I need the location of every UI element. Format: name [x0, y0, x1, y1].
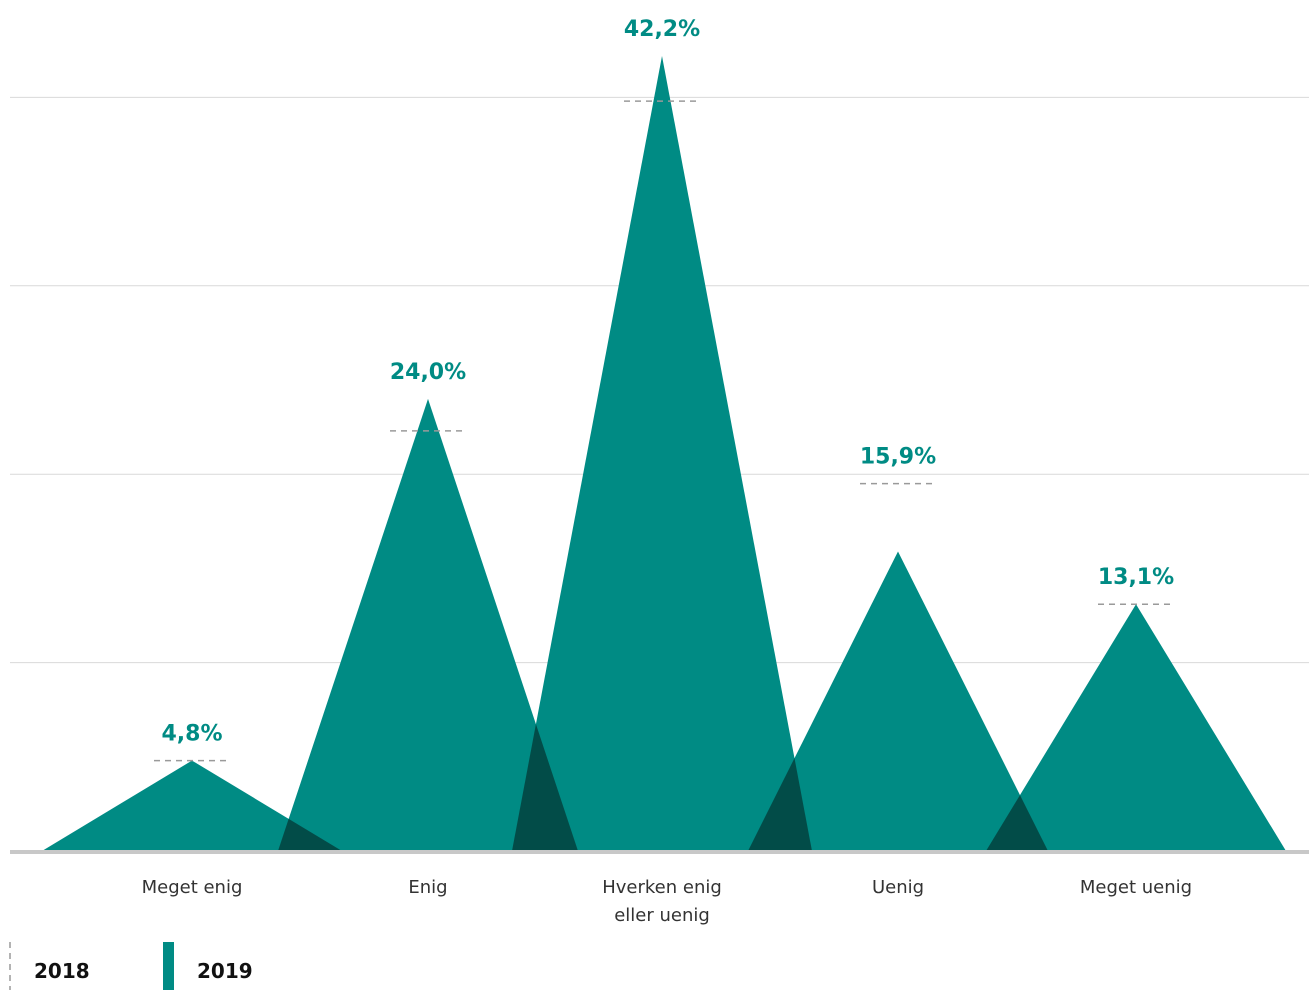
value-label: 13,1%: [1098, 565, 1174, 590]
peak-overlaps: [278, 724, 1048, 851]
category-label: Meget uenig: [1080, 877, 1192, 898]
legend-swatch-2019: [163, 942, 174, 990]
peak-uenig: [748, 551, 1048, 851]
category-label: Enig: [408, 877, 447, 898]
value-label: 42,2%: [624, 17, 700, 42]
category-label: Uenig: [872, 877, 924, 898]
peak-meget-uenig: [986, 604, 1286, 851]
peak-hverken-enig-eller-uenig: [512, 55, 812, 851]
peak-enig: [278, 398, 578, 851]
peak-overlap: [278, 818, 342, 851]
legend: 2018 2019: [9, 942, 253, 990]
category-label: Hverken enig eller uenig: [602, 877, 722, 926]
legend-label-2018: 2018: [34, 959, 90, 983]
value-label: 4,8%: [161, 722, 222, 747]
peak-overlap: [512, 724, 578, 851]
peak-meget-enig: [42, 760, 342, 851]
legend-label-2019: 2019: [197, 959, 253, 983]
category-label: Meget enig: [142, 877, 243, 898]
value-label: 15,9%: [860, 445, 936, 470]
peak-overlap: [986, 795, 1048, 851]
series-2018-markers: [154, 100, 1174, 762]
value-label: 24,0%: [390, 360, 466, 385]
value-labels: 4,8% 24,0% 42,2% 15,9% 13,1%: [161, 17, 1174, 747]
area-peaks: [42, 55, 1286, 851]
peak-overlap: [748, 758, 812, 851]
category-labels: Meget enig Enig Hverken enig eller uenig Uen…: [142, 877, 1193, 926]
